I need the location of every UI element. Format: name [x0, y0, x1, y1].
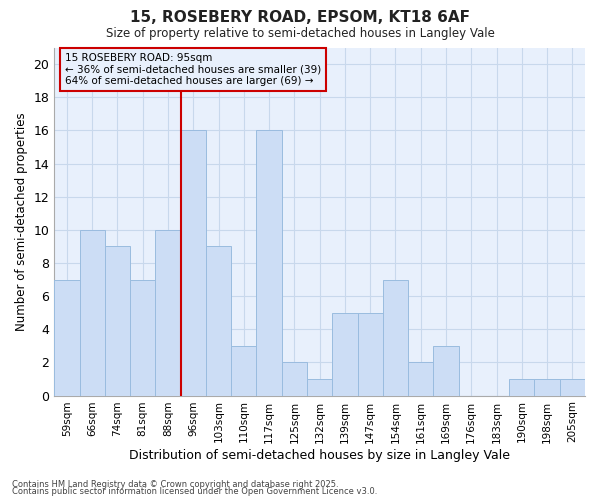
Bar — [256, 130, 282, 396]
Bar — [105, 246, 130, 396]
Text: 15 ROSEBERY ROAD: 95sqm
← 36% of semi-detached houses are smaller (39)
64% of se: 15 ROSEBERY ROAD: 95sqm ← 36% of semi-de… — [65, 52, 321, 86]
Bar — [307, 379, 332, 396]
Text: Contains HM Land Registry data © Crown copyright and database right 2025.: Contains HM Land Registry data © Crown c… — [12, 480, 338, 489]
Bar — [332, 312, 358, 396]
Bar — [560, 379, 585, 396]
Bar — [282, 362, 307, 396]
Bar — [509, 379, 535, 396]
Bar — [206, 246, 231, 396]
X-axis label: Distribution of semi-detached houses by size in Langley Vale: Distribution of semi-detached houses by … — [129, 450, 510, 462]
Text: 15, ROSEBERY ROAD, EPSOM, KT18 6AF: 15, ROSEBERY ROAD, EPSOM, KT18 6AF — [130, 10, 470, 25]
Bar — [130, 280, 155, 396]
Bar — [408, 362, 433, 396]
Bar — [383, 280, 408, 396]
Bar — [155, 230, 181, 396]
Bar — [535, 379, 560, 396]
Bar — [433, 346, 458, 396]
Bar — [54, 280, 80, 396]
Bar — [181, 130, 206, 396]
Bar — [80, 230, 105, 396]
Text: Size of property relative to semi-detached houses in Langley Vale: Size of property relative to semi-detach… — [106, 28, 494, 40]
Text: Contains public sector information licensed under the Open Government Licence v3: Contains public sector information licen… — [12, 487, 377, 496]
Bar — [358, 312, 383, 396]
Bar — [231, 346, 256, 396]
Y-axis label: Number of semi-detached properties: Number of semi-detached properties — [15, 112, 28, 331]
